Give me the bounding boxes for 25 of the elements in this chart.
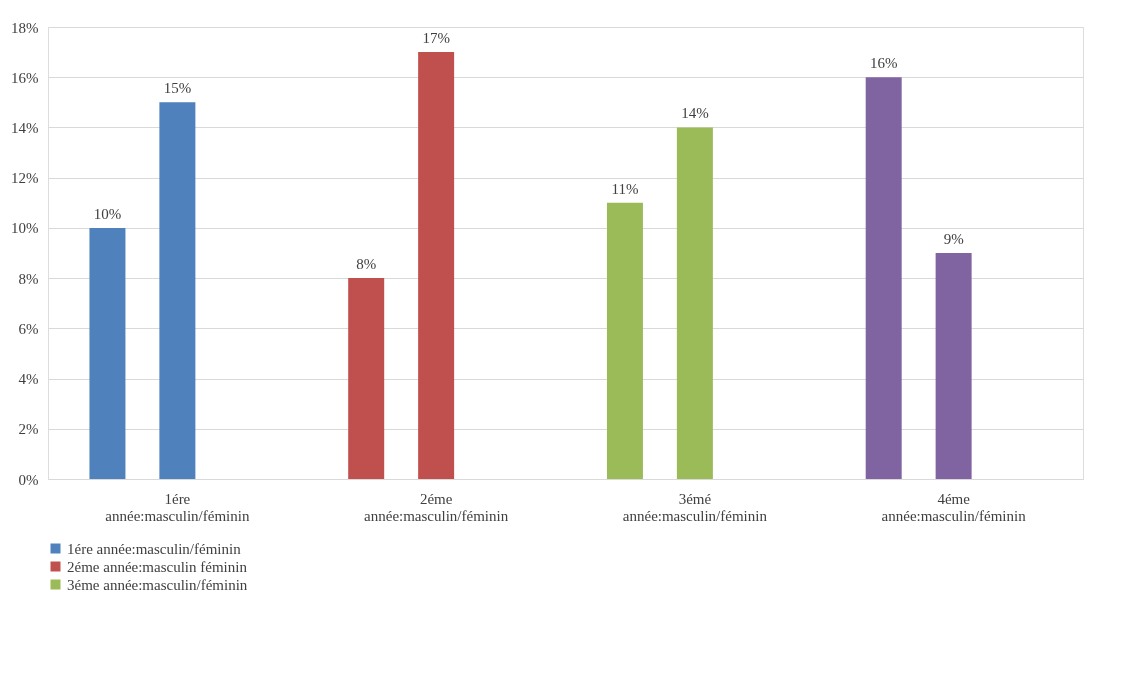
x-tick-label: 2éme année:masculin/féminin: [364, 490, 509, 524]
x-tick-label: 4éme année:masculin/féminin: [881, 490, 1027, 524]
y-tick-label: 6%: [18, 320, 39, 337]
y-tick-label: 12%: [11, 170, 39, 187]
y-tick-label: 4%: [18, 371, 39, 388]
y-tick-label: 16%: [11, 69, 39, 86]
x-tick-label: 1ére année:masculin/féminin: [105, 490, 250, 524]
data-label: 16%: [869, 55, 898, 72]
y-tick-label: 18%: [11, 19, 39, 36]
legend-label: 1ére année:masculin/féminin: [67, 540, 242, 557]
legend-label: 3éme année:masculin/féminin: [67, 576, 248, 593]
x-tick-label: 3émé année:masculin/féminin: [622, 490, 768, 524]
y-tick-label: 0%: [18, 471, 39, 488]
data-label: 15%: [163, 80, 192, 97]
data-label: 17%: [422, 30, 450, 47]
y-tick-label: 10%: [11, 220, 39, 237]
y-tick-label: 8%: [18, 270, 39, 287]
y-tick-label: 14%: [11, 119, 39, 136]
y-tick-label: 2%: [18, 421, 39, 438]
legend-label: 2éme année:masculin féminin: [67, 558, 248, 575]
data-label: 14%: [681, 105, 709, 122]
data-label: 8%: [356, 256, 377, 273]
data-label: 11%: [611, 180, 639, 197]
data-label: 9%: [943, 231, 964, 247]
data-label: 10%: [93, 205, 122, 222]
